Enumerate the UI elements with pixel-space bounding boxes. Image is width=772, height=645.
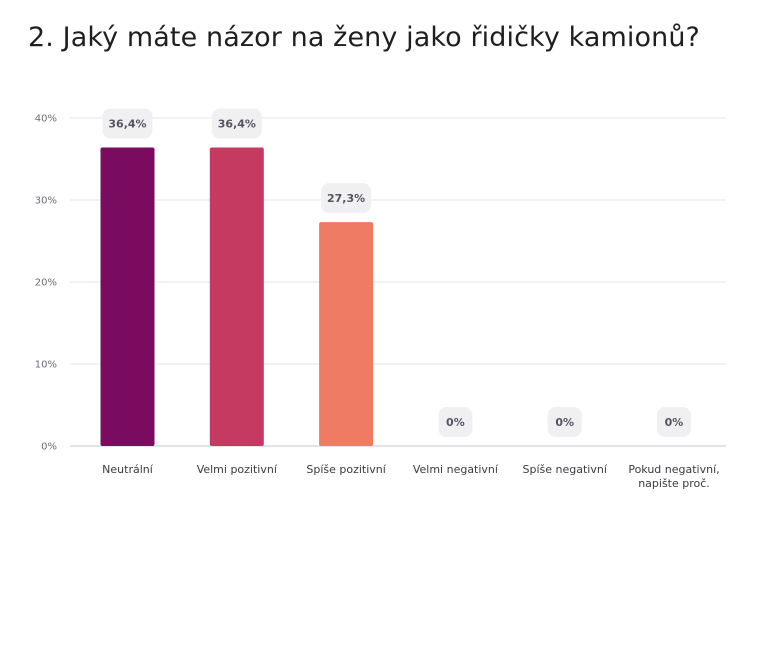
x-tick-label: Spíše pozitivní	[306, 463, 386, 476]
data-label-badge	[211, 108, 262, 139]
x-axis-labels: Neutrální Velmi pozitivní Spíše pozitivní V…	[102, 463, 719, 490]
x-tick-label: Pokud negativní, napište proč.	[628, 463, 719, 490]
data-label: 0%	[657, 407, 691, 437]
y-axis-ticks: 0% 10% 20% 30% 40%	[35, 114, 57, 453]
data-label-text: 36,4%	[218, 118, 256, 131]
x-tick-label: Neutrální	[102, 463, 154, 476]
bar	[100, 147, 155, 446]
bar	[209, 147, 264, 446]
gridlines	[70, 117, 726, 447]
data-label-text: 0%	[555, 416, 574, 429]
data-label-badge	[438, 407, 473, 437]
x-tick-label: Spíše negativní	[523, 463, 608, 476]
data-label-badge	[321, 183, 372, 214]
data-label: 36,4%	[102, 108, 153, 139]
data-label-text: 0%	[446, 416, 465, 429]
x-tick-label: Velmi negativní	[413, 463, 499, 476]
bars	[100, 147, 374, 446]
x-tick-label: Velmi pozitivní	[197, 463, 278, 476]
data-label-badge	[657, 407, 691, 437]
data-label: 27,3%	[321, 183, 372, 214]
data-label: 0%	[547, 407, 582, 437]
chart-title: 2. Jaký máte názor na ženy jako řidičky …	[28, 22, 700, 53]
y-tick-label: 0%	[41, 442, 57, 453]
data-label-badge	[547, 407, 582, 437]
data-label-badge	[102, 108, 153, 139]
data-label-text: 0%	[665, 416, 684, 429]
data-label-text: 36,4%	[108, 118, 146, 131]
data-label: 36,4%	[211, 108, 262, 139]
data-label-text: 27,3%	[327, 192, 365, 205]
data-labels: 36,4% 36,4% 27,3% 0% 0% 0%	[102, 108, 691, 437]
data-label: 0%	[438, 407, 473, 437]
y-tick-label: 40%	[35, 114, 57, 125]
bar	[319, 222, 374, 446]
y-tick-label: 10%	[35, 360, 57, 371]
y-tick-label: 30%	[35, 196, 57, 207]
y-tick-label: 20%	[35, 278, 57, 289]
